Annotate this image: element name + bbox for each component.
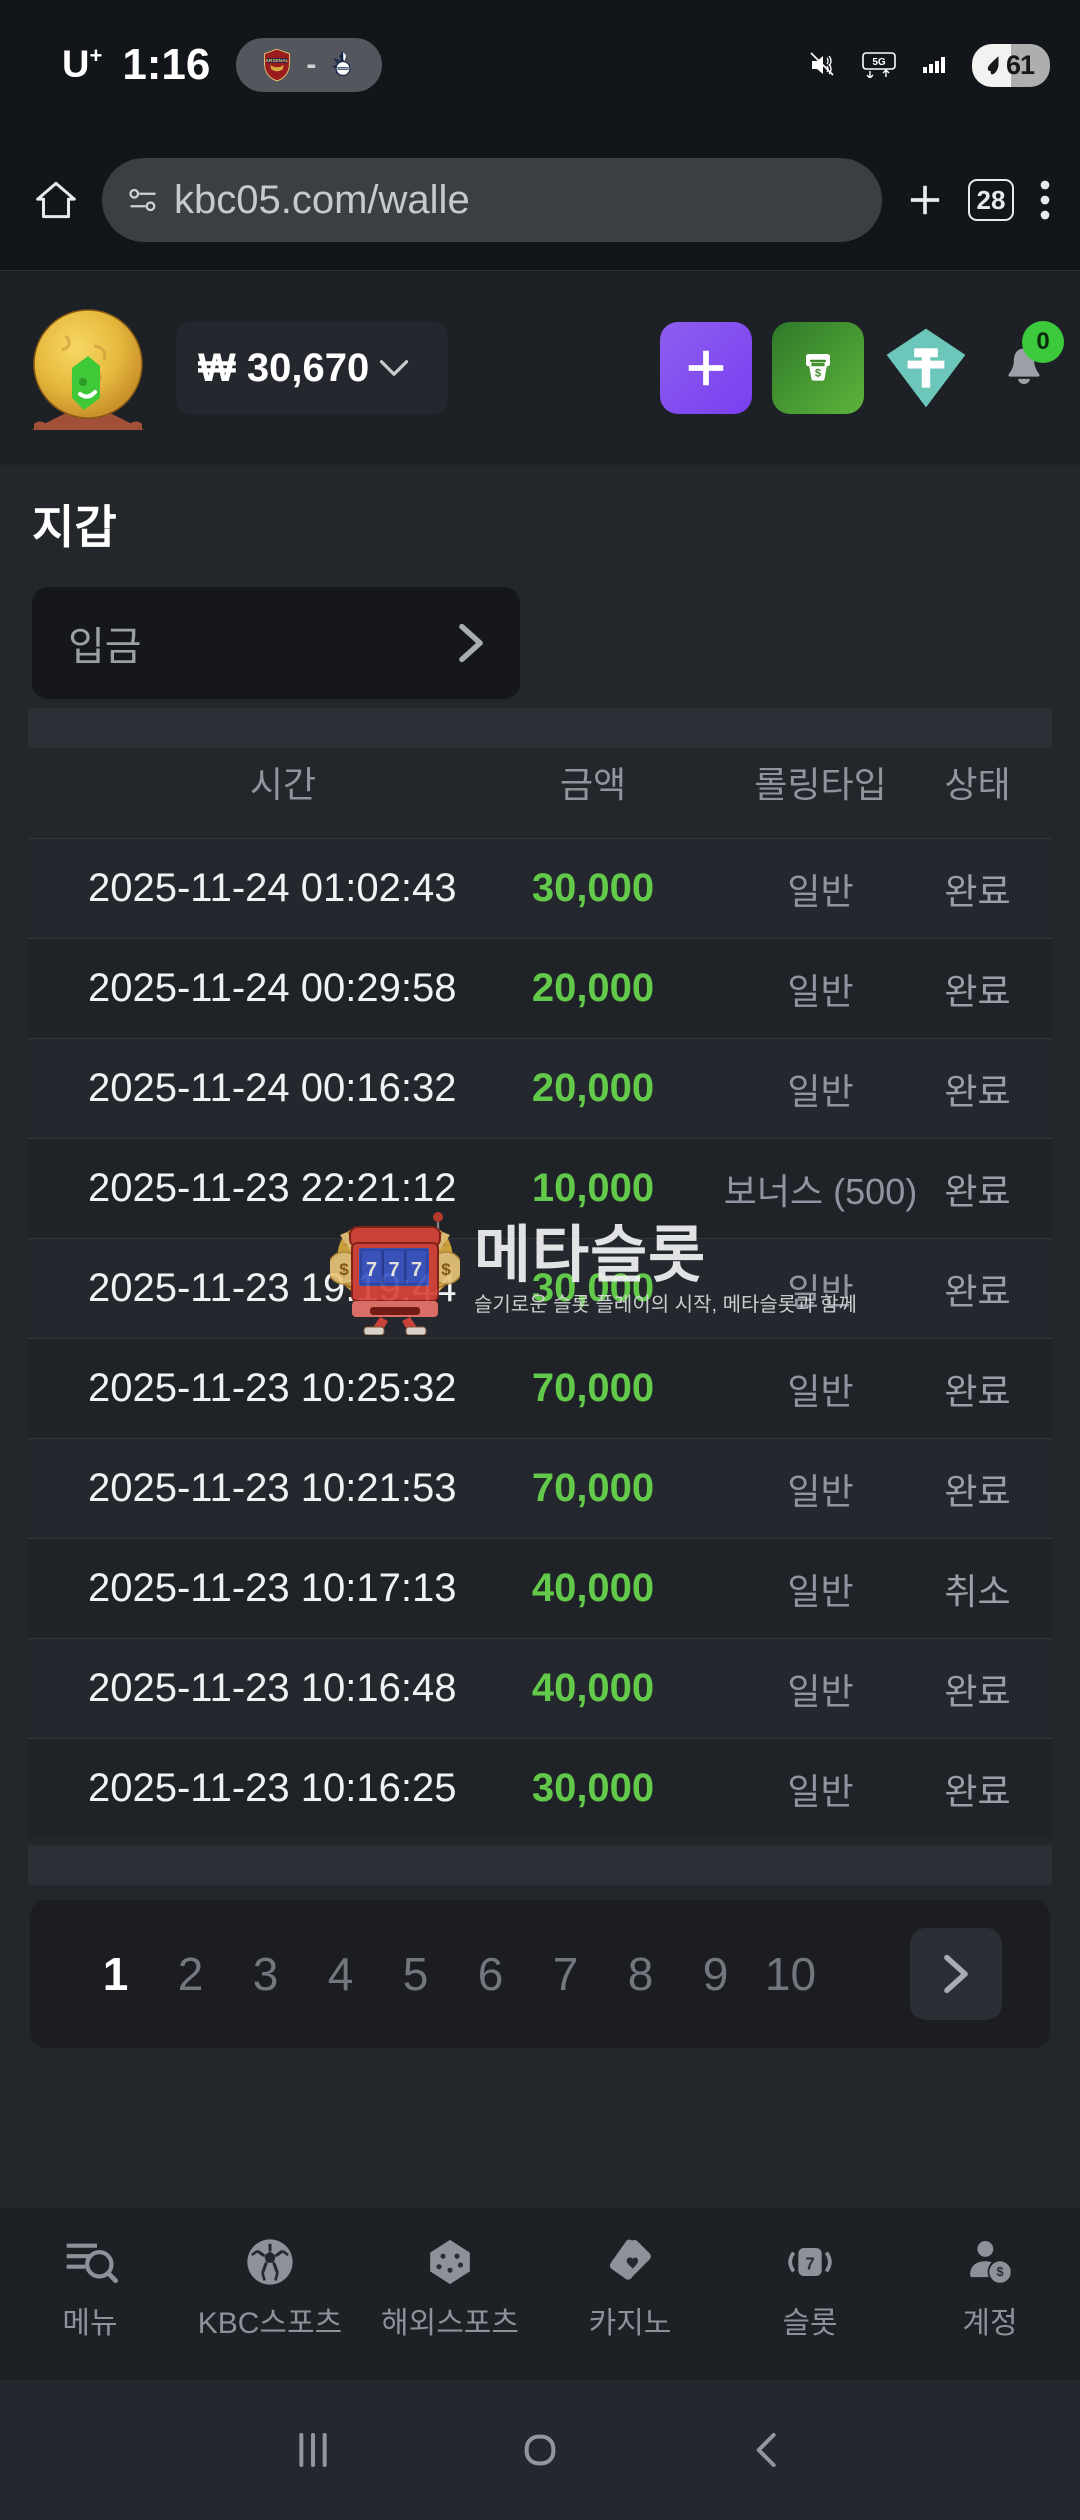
svg-text:7: 7 bbox=[805, 2253, 815, 2273]
svg-text:5G: 5G bbox=[872, 57, 886, 68]
svg-text:$: $ bbox=[815, 368, 822, 380]
svg-text:ARSENAL: ARSENAL bbox=[266, 58, 289, 64]
svg-text:$: $ bbox=[996, 2264, 1004, 2279]
